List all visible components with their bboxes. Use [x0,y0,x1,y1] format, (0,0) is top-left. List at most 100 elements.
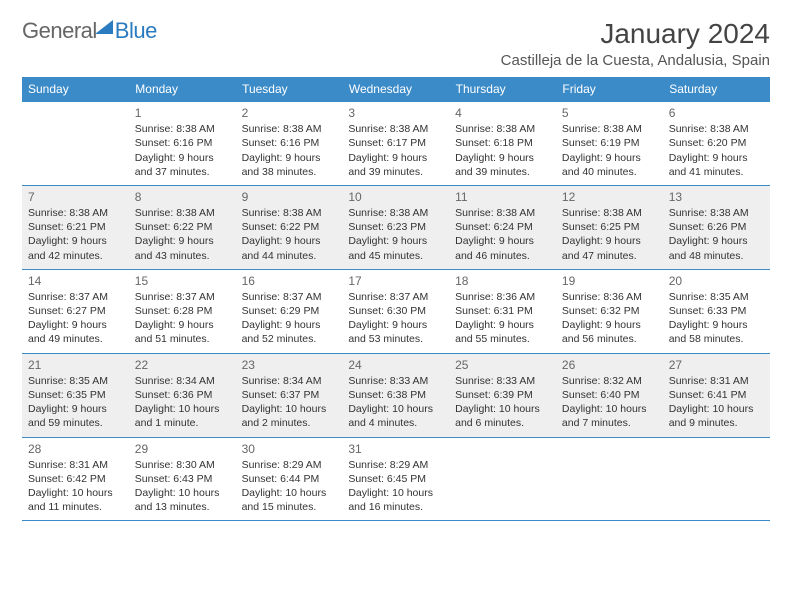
day-number: 23 [242,357,337,373]
day-header: Tuesday [236,77,343,102]
calendar-week-row: 1Sunrise: 8:38 AMSunset: 6:16 PMDaylight… [22,102,770,186]
calendar-day-cell: 13Sunrise: 8:38 AMSunset: 6:26 PMDayligh… [663,185,770,269]
calendar-day-cell: 11Sunrise: 8:38 AMSunset: 6:24 PMDayligh… [449,185,556,269]
day-number: 21 [28,357,123,373]
day-details: Sunrise: 8:38 AMSunset: 6:25 PMDaylight:… [562,206,657,263]
calendar-header-row: SundayMondayTuesdayWednesdayThursdayFrid… [22,77,770,102]
day-number: 27 [669,357,764,373]
day-details: Sunrise: 8:33 AMSunset: 6:39 PMDaylight:… [455,374,550,431]
calendar-day-cell: 5Sunrise: 8:38 AMSunset: 6:19 PMDaylight… [556,102,663,186]
day-details: Sunrise: 8:31 AMSunset: 6:42 PMDaylight:… [28,458,123,515]
day-number: 17 [348,273,443,289]
day-details: Sunrise: 8:38 AMSunset: 6:18 PMDaylight:… [455,122,550,179]
calendar-day-cell: 19Sunrise: 8:36 AMSunset: 6:32 PMDayligh… [556,269,663,353]
calendar-day-cell: 8Sunrise: 8:38 AMSunset: 6:22 PMDaylight… [129,185,236,269]
day-details: Sunrise: 8:38 AMSunset: 6:24 PMDaylight:… [455,206,550,263]
day-number: 25 [455,357,550,373]
day-details: Sunrise: 8:38 AMSunset: 6:21 PMDaylight:… [28,206,123,263]
calendar-day-cell: 29Sunrise: 8:30 AMSunset: 6:43 PMDayligh… [129,437,236,521]
calendar-day-cell: 6Sunrise: 8:38 AMSunset: 6:20 PMDaylight… [663,102,770,186]
calendar-week-row: 14Sunrise: 8:37 AMSunset: 6:27 PMDayligh… [22,269,770,353]
day-number: 2 [242,105,337,121]
day-number: 28 [28,441,123,457]
calendar-body: 1Sunrise: 8:38 AMSunset: 6:16 PMDaylight… [22,102,770,521]
calendar-table: SundayMondayTuesdayWednesdayThursdayFrid… [22,77,770,521]
day-details: Sunrise: 8:38 AMSunset: 6:22 PMDaylight:… [242,206,337,263]
day-number: 31 [348,441,443,457]
day-number: 24 [348,357,443,373]
day-details: Sunrise: 8:37 AMSunset: 6:28 PMDaylight:… [135,290,230,347]
day-number: 20 [669,273,764,289]
calendar-day-cell: 25Sunrise: 8:33 AMSunset: 6:39 PMDayligh… [449,353,556,437]
day-details: Sunrise: 8:29 AMSunset: 6:45 PMDaylight:… [348,458,443,515]
day-number: 5 [562,105,657,121]
day-header: Friday [556,77,663,102]
day-details: Sunrise: 8:34 AMSunset: 6:37 PMDaylight:… [242,374,337,431]
logo: General Blue [22,18,157,44]
day-number: 14 [28,273,123,289]
day-details: Sunrise: 8:38 AMSunset: 6:20 PMDaylight:… [669,122,764,179]
day-details: Sunrise: 8:38 AMSunset: 6:23 PMDaylight:… [348,206,443,263]
day-number: 19 [562,273,657,289]
day-details: Sunrise: 8:38 AMSunset: 6:17 PMDaylight:… [348,122,443,179]
calendar-empty-cell [22,102,129,186]
calendar-week-row: 7Sunrise: 8:38 AMSunset: 6:21 PMDaylight… [22,185,770,269]
calendar-day-cell: 24Sunrise: 8:33 AMSunset: 6:38 PMDayligh… [342,353,449,437]
day-header: Saturday [663,77,770,102]
calendar-day-cell: 7Sunrise: 8:38 AMSunset: 6:21 PMDaylight… [22,185,129,269]
day-number: 29 [135,441,230,457]
calendar-day-cell: 30Sunrise: 8:29 AMSunset: 6:44 PMDayligh… [236,437,343,521]
day-details: Sunrise: 8:38 AMSunset: 6:19 PMDaylight:… [562,122,657,179]
header-right: January 2024 Castilleja de la Cuesta, An… [501,18,770,69]
day-header: Sunday [22,77,129,102]
calendar-empty-cell [449,437,556,521]
logo-triangle-icon [95,20,113,34]
day-details: Sunrise: 8:38 AMSunset: 6:22 PMDaylight:… [135,206,230,263]
calendar-day-cell: 1Sunrise: 8:38 AMSunset: 6:16 PMDaylight… [129,102,236,186]
calendar-empty-cell [663,437,770,521]
day-number: 4 [455,105,550,121]
day-number: 1 [135,105,230,121]
day-number: 15 [135,273,230,289]
calendar-day-cell: 14Sunrise: 8:37 AMSunset: 6:27 PMDayligh… [22,269,129,353]
day-details: Sunrise: 8:30 AMSunset: 6:43 PMDaylight:… [135,458,230,515]
calendar-day-cell: 21Sunrise: 8:35 AMSunset: 6:35 PMDayligh… [22,353,129,437]
day-number: 9 [242,189,337,205]
day-details: Sunrise: 8:34 AMSunset: 6:36 PMDaylight:… [135,374,230,431]
calendar-day-cell: 26Sunrise: 8:32 AMSunset: 6:40 PMDayligh… [556,353,663,437]
calendar-day-cell: 9Sunrise: 8:38 AMSunset: 6:22 PMDaylight… [236,185,343,269]
day-number: 26 [562,357,657,373]
day-details: Sunrise: 8:35 AMSunset: 6:35 PMDaylight:… [28,374,123,431]
calendar-day-cell: 16Sunrise: 8:37 AMSunset: 6:29 PMDayligh… [236,269,343,353]
day-details: Sunrise: 8:38 AMSunset: 6:26 PMDaylight:… [669,206,764,263]
calendar-day-cell: 17Sunrise: 8:37 AMSunset: 6:30 PMDayligh… [342,269,449,353]
calendar-week-row: 21Sunrise: 8:35 AMSunset: 6:35 PMDayligh… [22,353,770,437]
day-details: Sunrise: 8:37 AMSunset: 6:29 PMDaylight:… [242,290,337,347]
calendar-day-cell: 3Sunrise: 8:38 AMSunset: 6:17 PMDaylight… [342,102,449,186]
calendar-day-cell: 12Sunrise: 8:38 AMSunset: 6:25 PMDayligh… [556,185,663,269]
calendar-empty-cell [556,437,663,521]
logo-text-blue: Blue [115,18,157,44]
day-details: Sunrise: 8:37 AMSunset: 6:30 PMDaylight:… [348,290,443,347]
calendar-day-cell: 28Sunrise: 8:31 AMSunset: 6:42 PMDayligh… [22,437,129,521]
day-number: 7 [28,189,123,205]
day-details: Sunrise: 8:32 AMSunset: 6:40 PMDaylight:… [562,374,657,431]
day-number: 30 [242,441,337,457]
day-details: Sunrise: 8:35 AMSunset: 6:33 PMDaylight:… [669,290,764,347]
day-number: 22 [135,357,230,373]
day-number: 18 [455,273,550,289]
calendar-day-cell: 27Sunrise: 8:31 AMSunset: 6:41 PMDayligh… [663,353,770,437]
calendar-week-row: 28Sunrise: 8:31 AMSunset: 6:42 PMDayligh… [22,437,770,521]
page-header: General Blue January 2024 Castilleja de … [22,18,770,69]
calendar-day-cell: 22Sunrise: 8:34 AMSunset: 6:36 PMDayligh… [129,353,236,437]
day-number: 12 [562,189,657,205]
day-number: 10 [348,189,443,205]
day-details: Sunrise: 8:38 AMSunset: 6:16 PMDaylight:… [135,122,230,179]
location-subtitle: Castilleja de la Cuesta, Andalusia, Spai… [501,52,770,69]
day-number: 16 [242,273,337,289]
day-number: 6 [669,105,764,121]
calendar-day-cell: 18Sunrise: 8:36 AMSunset: 6:31 PMDayligh… [449,269,556,353]
day-details: Sunrise: 8:37 AMSunset: 6:27 PMDaylight:… [28,290,123,347]
calendar-day-cell: 23Sunrise: 8:34 AMSunset: 6:37 PMDayligh… [236,353,343,437]
day-details: Sunrise: 8:36 AMSunset: 6:32 PMDaylight:… [562,290,657,347]
